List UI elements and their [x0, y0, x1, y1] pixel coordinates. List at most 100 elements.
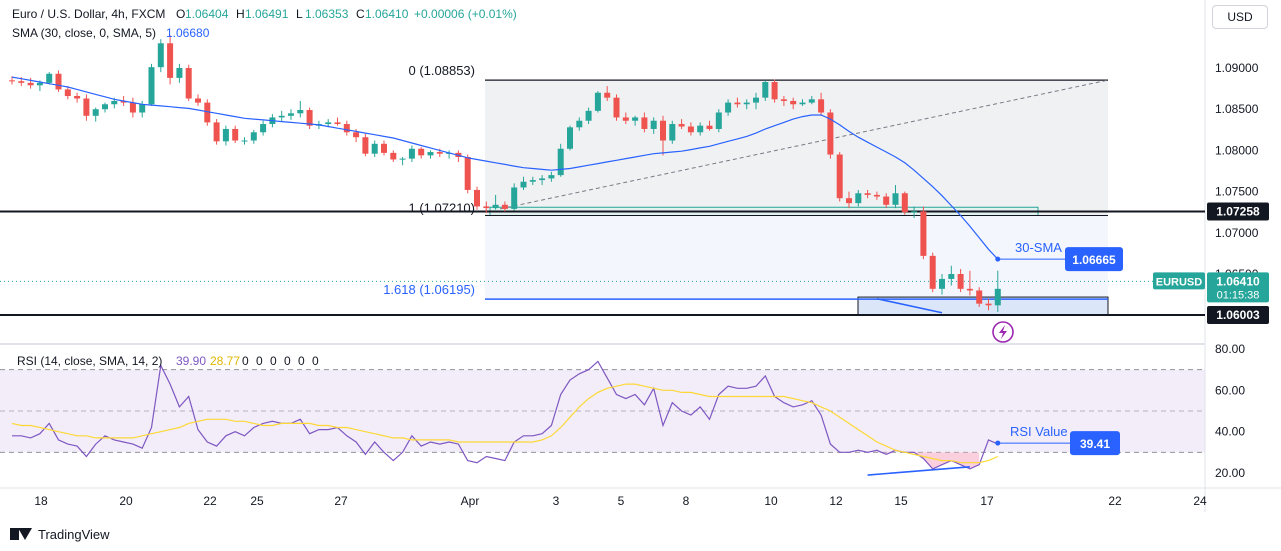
candle-body	[697, 125, 704, 133]
candle-body	[873, 194, 880, 197]
price-tick-label: 1.07500	[1215, 185, 1259, 199]
candle-body	[799, 102, 806, 105]
currency-button-label: USD	[1227, 10, 1253, 24]
time-tick-label: 10	[764, 494, 778, 508]
rsi-extra-value: 0	[242, 354, 249, 368]
candle-body	[678, 124, 685, 127]
rsi-callout-value: 39.41	[1080, 437, 1110, 451]
candle-body	[511, 187, 518, 209]
candle-body	[567, 127, 573, 149]
currency-button[interactable]: USD	[1212, 5, 1268, 29]
rsi-extra-value: 0	[298, 354, 305, 368]
candle-body	[83, 98, 90, 116]
time-tick-label: 15	[894, 494, 908, 508]
candle-body	[929, 255, 936, 289]
ohlc-key-o: O	[176, 7, 185, 21]
price-tag-value: 1.06410	[1216, 274, 1260, 288]
time-tick-label: 3	[553, 494, 560, 508]
candle-body	[353, 132, 360, 138]
rsi-tick-label: 60.00	[1215, 383, 1245, 397]
key-level-tag	[1207, 305, 1269, 324]
key-level-value: 1.06003	[1216, 308, 1260, 322]
candle-body	[297, 110, 304, 114]
candle-body	[808, 99, 815, 103]
ohlc-value-h: 1.06491	[245, 7, 289, 21]
rsi-extra-value: 0	[284, 354, 291, 368]
candle-body	[706, 125, 713, 129]
fib-zone-upper	[485, 80, 1108, 216]
price-tick-label: 1.08000	[1215, 143, 1259, 157]
candle-body	[111, 100, 118, 105]
candle-body	[250, 132, 257, 141]
candle-body	[957, 274, 964, 289]
candle-body	[64, 89, 71, 97]
tradingview-branding[interactable]: TradingView	[10, 524, 110, 544]
candle-body	[576, 120, 583, 128]
time-tick-label: 20	[119, 494, 133, 508]
candle-body	[195, 98, 201, 103]
candle-body	[204, 102, 211, 123]
ohlc-key-h: H	[236, 7, 245, 21]
candle-body	[846, 198, 852, 204]
symbol-title: Euro / U.S. Dollar, 4h, FXCM	[12, 7, 165, 21]
candle-body	[669, 124, 676, 141]
time-tick-label: 22	[1108, 494, 1122, 508]
sma-line	[11, 76, 999, 260]
symbol-tag-label: EURUSD	[1156, 276, 1203, 288]
rsi-line	[12, 360, 999, 470]
time-tick-label: 5	[618, 494, 625, 508]
time-tick-label: 17	[980, 494, 994, 508]
price-divergence-line	[876, 297, 943, 314]
fib-trend-line	[499, 79, 1109, 210]
ohlc-row: O 1.06404 H 1.06491 L 1.06353 C 1.06410 +0.00006…	[176, 7, 517, 21]
rsi-extra-value: 0	[312, 354, 319, 368]
background-layer	[0, 80, 1205, 453]
candle-body	[9, 80, 15, 82]
candle-body	[102, 104, 108, 110]
lightning-icon	[999, 325, 1007, 339]
rsi-oversold-fill	[830, 452, 980, 469]
candle-body	[334, 122, 341, 125]
event-icon[interactable]	[992, 321, 1014, 343]
time-tick-label: 8	[683, 494, 690, 508]
candle-body	[176, 68, 183, 78]
ohlc-key-l: L	[296, 7, 303, 21]
fib-label-1: 1 (1.07210)	[409, 200, 476, 215]
rsi-extra-value: 0	[256, 354, 263, 368]
fib-label-1618: 1.618 (1.06195)	[383, 282, 475, 297]
rsi-layer	[11, 360, 999, 470]
fib-label-0: 0 (1.08853)	[409, 63, 476, 78]
candle-body	[622, 117, 629, 121]
candle-body	[343, 124, 350, 133]
candle-body	[976, 290, 983, 304]
candle-body	[139, 104, 146, 113]
price-tick-label: 1.09000	[1215, 61, 1259, 75]
candle-body	[557, 148, 564, 176]
candle-body	[594, 92, 601, 111]
candle-body	[548, 175, 555, 179]
price-tick-label: 1.08500	[1215, 102, 1259, 116]
ohlc-change: +0.00006 (+0.01%)	[414, 7, 517, 21]
rsi-tick-label: 80.00	[1215, 342, 1245, 356]
candle-body	[715, 112, 722, 129]
rsi-ma-line	[11, 383, 999, 464]
candle-body	[920, 211, 927, 256]
candle-body	[864, 193, 871, 195]
time-tick-label: 18	[34, 494, 48, 508]
sma-layer	[11, 76, 999, 260]
candle-body	[36, 82, 43, 86]
candle-body	[167, 43, 174, 78]
candle-body	[650, 120, 657, 129]
candle-body	[241, 140, 248, 142]
candle-body	[18, 81, 25, 83]
candle-body	[46, 73, 53, 83]
key-level-value: 1.07258	[1216, 205, 1260, 219]
candle-body	[585, 110, 592, 121]
candle-body	[492, 204, 499, 209]
candle-body	[260, 124, 267, 133]
candle-body	[520, 181, 527, 188]
candle-body	[966, 288, 973, 291]
candle-body	[390, 152, 397, 160]
